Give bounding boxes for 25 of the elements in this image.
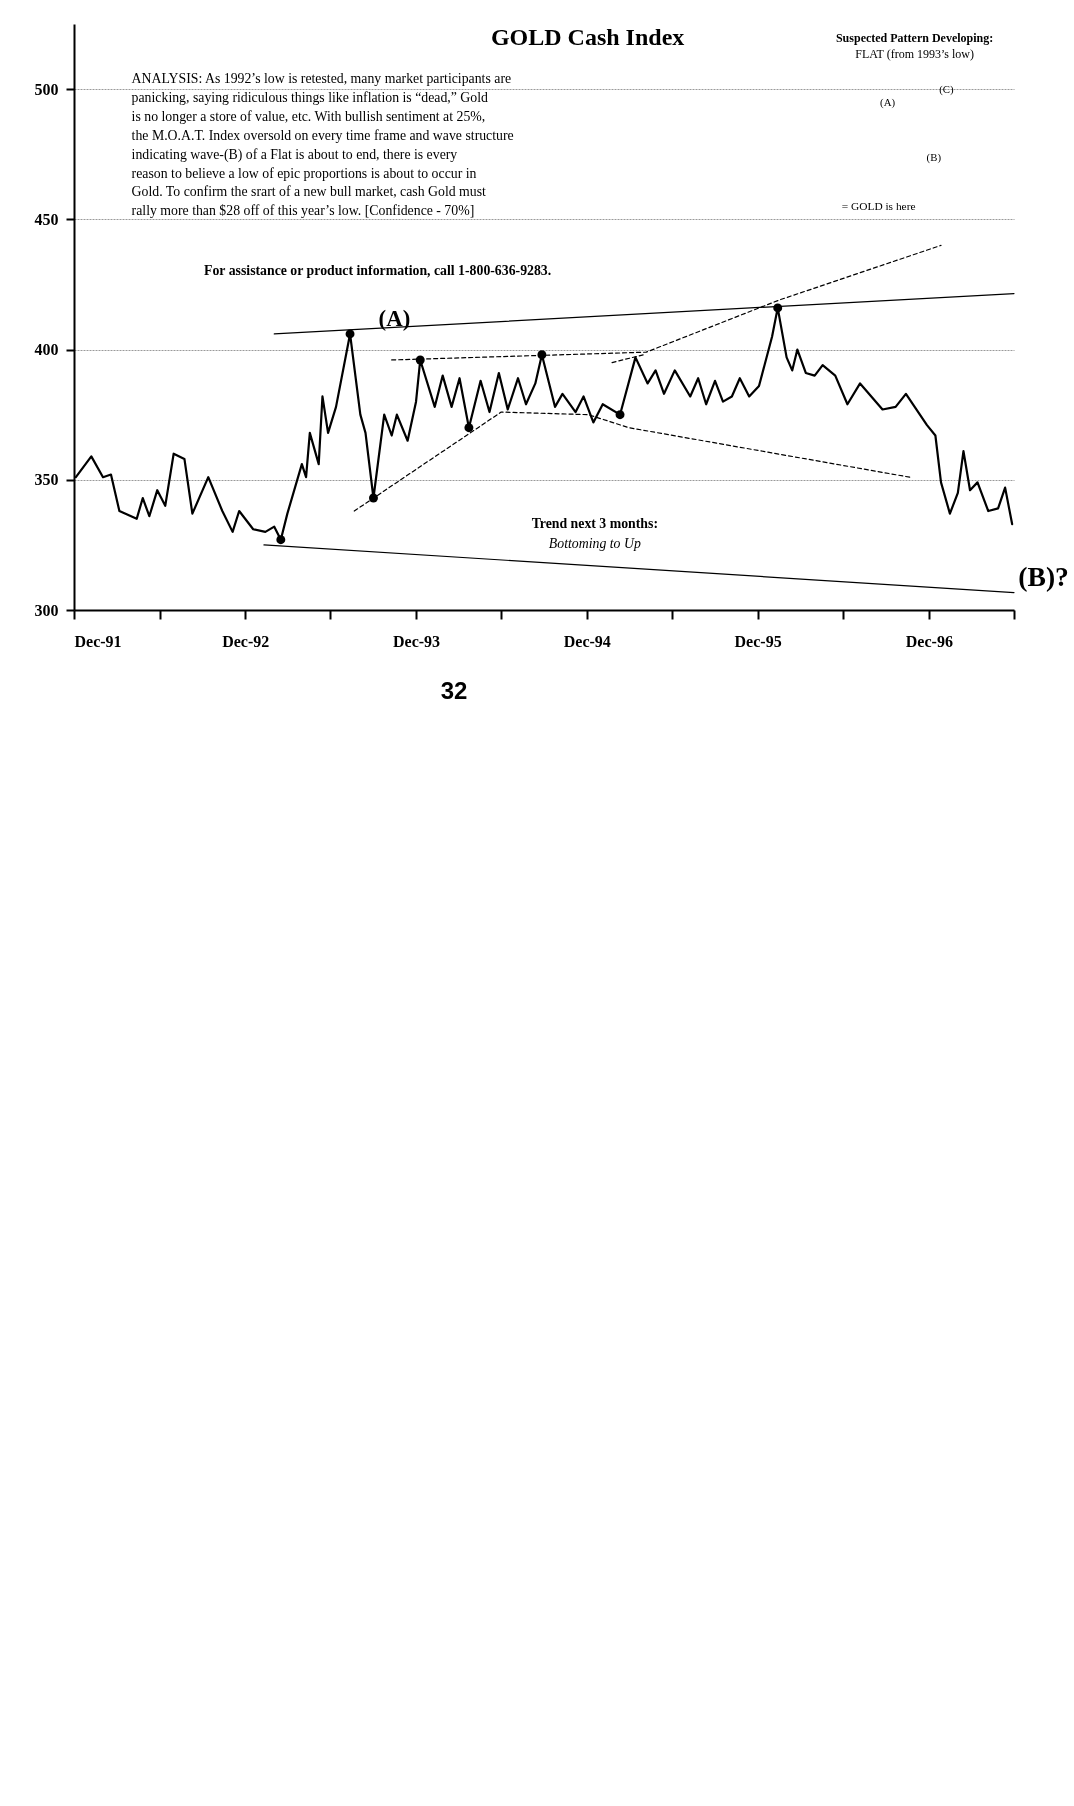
y-tick-label: 450 — [34, 210, 59, 228]
annotation: (A) — [880, 96, 896, 110]
y-tick-label: 350 — [34, 471, 59, 489]
y-tick-label: 400 — [34, 341, 59, 359]
annotation: = GOLD is here — [841, 200, 916, 212]
y-tick-label: 300 — [34, 601, 59, 619]
annotation: ANALYSIS: As 1992’s low is retested, many market participants are panicking, saying ridiculous things like inflation is “dead,” Gold is no longer a store of value, etc. With bullish sentiment at 25%, the M.O.A.T. Index oversold on every time frame and wave structure indicating wave-(B) of a Flat is about to end, there is every reason to believe a low of epic proportions is about to occur in Gold. To confirm the srart of a new bull market, cash Gold must rally more than $28 off of this year’s low. [Confidence - 70%] — [131, 71, 514, 219]
x-tick-label: Dec-95 — [734, 632, 782, 650]
annotation: Trend next 3 months: — [531, 515, 658, 531]
annotation: (B) — [926, 150, 942, 164]
x-tick-label: Dec-96 — [905, 632, 953, 650]
y-tick-label: 500 — [34, 80, 59, 98]
chart-title: GOLD Cash Index — [490, 24, 685, 51]
annotation: For assistance or product information, call 1-800-636-9283. — [204, 263, 552, 279]
annotation: FLAT (from 1993’s low) — [855, 47, 974, 61]
x-tick-label: Dec-93 — [392, 632, 441, 650]
annotation: (A) — [378, 305, 411, 331]
x-tick-label: Dec-94 — [563, 632, 611, 650]
annotation: (C) — [939, 83, 954, 96]
text: (B)? — [1018, 560, 1069, 592]
annotation: Suspected Pattern Developing: — [835, 30, 994, 45]
text: 32 — [440, 677, 468, 704]
x-tick-label: Dec-91 — [74, 632, 122, 650]
annotation: Bottoming to Up — [548, 535, 641, 551]
x-tick-label: Dec-92 — [222, 632, 270, 650]
